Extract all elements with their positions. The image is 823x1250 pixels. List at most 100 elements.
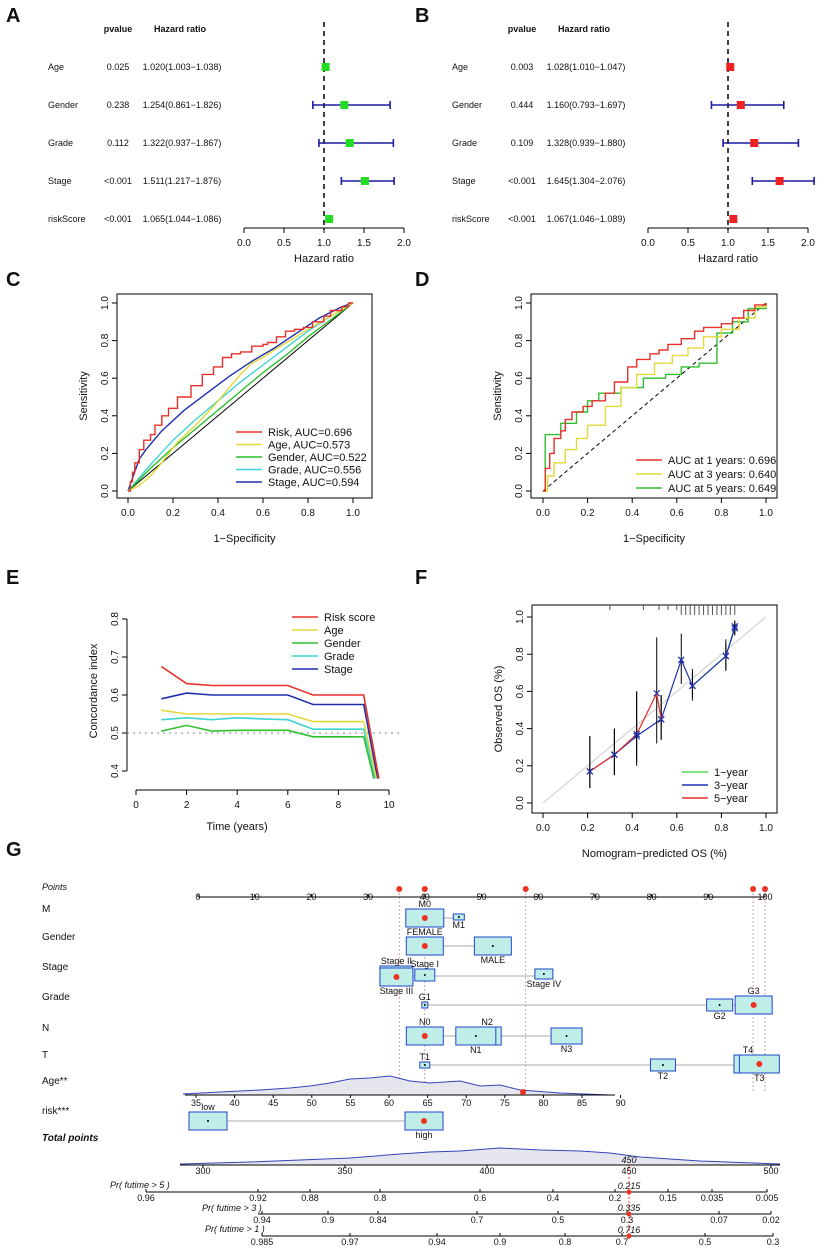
panel-letter-b: B bbox=[415, 5, 429, 27]
nomo-g-age-tick-label: 60 bbox=[384, 1098, 394, 1108]
forest-a-hr-marker bbox=[360, 177, 369, 185]
forest-a-row-label: Gender bbox=[48, 100, 78, 110]
nomo-g-total-tick-label: 350 bbox=[337, 1166, 352, 1176]
nomo-g-total-label: Total points bbox=[42, 1133, 99, 1144]
roc-d-x-tick-label: 0.4 bbox=[625, 508, 639, 519]
nomo-g-risk-label: risk*** bbox=[42, 1106, 69, 1117]
roc-c-series-line bbox=[127, 302, 354, 492]
forest-b-row-pvalue: <0.001 bbox=[508, 214, 536, 224]
nomo-g-level-label: G3 bbox=[748, 986, 760, 996]
calib-f-point-marker bbox=[633, 730, 641, 738]
nomo-g-level-dot bbox=[756, 1061, 763, 1067]
forest-b-row-label: Stage bbox=[452, 176, 476, 186]
nomo-g-var-label: Stage bbox=[42, 962, 69, 973]
calib-f-y-tick-label: 0.4 bbox=[515, 721, 526, 735]
nomo-g-prob-tick-label: 0.5 bbox=[552, 1215, 565, 1225]
forest-a-row-pvalue: 0.112 bbox=[107, 138, 129, 148]
roc-c-x-tick-label: 0.2 bbox=[166, 508, 180, 519]
nomo-g-level-dot bbox=[474, 1035, 477, 1037]
cindex-e-series-line bbox=[160, 665, 380, 779]
nomo-g-total-tick-label: 500 bbox=[763, 1166, 778, 1176]
nomo-g-age-tick-label: 50 bbox=[307, 1098, 317, 1108]
forest-a-row-pvalue: <0.001 bbox=[104, 176, 132, 186]
roc-c-x-tick-label: 0.6 bbox=[256, 508, 270, 519]
cindex-e-y-tick-label: 0.6 bbox=[110, 688, 121, 702]
nomo-g-level-label: Stage IV bbox=[527, 979, 562, 989]
forest-a-header-pvalue: pvalue bbox=[104, 24, 133, 34]
cindex-e-series-line bbox=[161, 716, 376, 779]
forest-b-hr-marker bbox=[726, 63, 735, 71]
nomo-g-var-label: Grade bbox=[42, 992, 70, 1003]
nomo-g-level-label: Stage III bbox=[380, 986, 414, 996]
calib-f-point-marker bbox=[722, 652, 730, 660]
roc-c-y-tick-label: 0.2 bbox=[100, 446, 111, 460]
nomo-g-level-label: Stage II bbox=[381, 956, 412, 966]
forest-a-row-pvalue: 0.025 bbox=[107, 62, 130, 72]
nomo-g-selected-point bbox=[750, 886, 757, 892]
nomo-g-level-dot bbox=[423, 974, 426, 976]
roc-c-legend-label: Age, AUC=0.573 bbox=[268, 440, 350, 452]
cindex-e-x-tick-label: 6 bbox=[285, 800, 291, 811]
nomo-g-level-label: N2 bbox=[481, 1017, 493, 1027]
calib-f-plot-frame bbox=[531, 604, 778, 814]
cindex-e-legend-label: Risk score bbox=[324, 612, 375, 624]
forest-b-hr-marker bbox=[729, 215, 738, 223]
calib-f-series-line bbox=[589, 628, 736, 772]
roc-c-y-tick-label: 0.0 bbox=[100, 484, 111, 498]
nomo-g-age-tick-label: 45 bbox=[268, 1098, 278, 1108]
nomo-g-level-label: M1 bbox=[453, 920, 466, 930]
roc-d-y-tick-label: 0.8 bbox=[514, 333, 525, 347]
forest-a-hr-marker bbox=[340, 101, 349, 109]
nomo-g-level-label: T3 bbox=[754, 1073, 765, 1083]
nomo-g-prob-label: Pr( futime > 1 ) bbox=[205, 1224, 265, 1234]
roc-d-y-tick-label: 1.0 bbox=[514, 296, 525, 310]
nomo-g-points-label: Points bbox=[42, 882, 68, 892]
cindex-e-legend-label: Grade bbox=[324, 651, 355, 663]
forest-b-row-hr: 1.067(1.046−1.089) bbox=[547, 214, 626, 224]
cindex-e-x-tick-label: 8 bbox=[336, 800, 342, 811]
cindex-e-y-tick-label: 0.5 bbox=[110, 726, 121, 740]
forest-b-row-pvalue: 0.109 bbox=[511, 138, 534, 148]
forest-a-x-label: Hazard ratio bbox=[294, 253, 354, 265]
roc-c-diagonal bbox=[127, 302, 354, 492]
roc-d-legend-label: AUC at 1 years: 0.696 bbox=[668, 455, 776, 467]
nomo-g-age-tick-label: 90 bbox=[616, 1098, 626, 1108]
nomo-g-level-dot bbox=[565, 1035, 568, 1037]
cindex-e-series-line bbox=[161, 709, 378, 779]
calib-f-y-tick-label: 0.6 bbox=[515, 684, 526, 698]
cindex-e-x-tick-label: 2 bbox=[184, 800, 190, 811]
nomo-g-points-tick-label: 90 bbox=[703, 892, 713, 902]
nomo-g-prob-marker bbox=[626, 1211, 632, 1217]
cindex-e-y-label: Concordance index bbox=[88, 643, 100, 738]
panel-letter-e: E bbox=[6, 567, 19, 589]
nomo-g-points-tick-label: 50 bbox=[476, 892, 486, 902]
nomo-g-level-label: N0 bbox=[419, 1017, 431, 1027]
nomo-g-prob-tick-label: 0.15 bbox=[659, 1193, 677, 1203]
calib-f-legend-label: 1−year bbox=[714, 767, 748, 779]
nomo-g-points-tick-label: 40 bbox=[420, 892, 430, 902]
nomo-g-level-label: Stage I bbox=[411, 959, 440, 969]
calib-f-point-marker bbox=[653, 689, 661, 697]
nomo-g-level-label: T2 bbox=[658, 1071, 669, 1081]
nomo-g-prob-tick-label: 0.7 bbox=[616, 1237, 629, 1247]
nomo-g-prob-tick-label: 0.8 bbox=[374, 1193, 387, 1203]
forest-b-x-label: Hazard ratio bbox=[698, 253, 758, 265]
forest-b-x-tick-label: 0.5 bbox=[681, 238, 695, 249]
forest-b-row-hr: 1.645(1.304−2.076) bbox=[547, 176, 626, 186]
forest-a-hr-marker bbox=[325, 215, 334, 223]
nomo-g-points-tick-label: 80 bbox=[647, 892, 657, 902]
roc-d-legend-label: AUC at 5 years: 0.649 bbox=[668, 483, 776, 495]
roc-d-y-tick-label: 0.6 bbox=[514, 371, 525, 385]
nomo-g-age-tick-label: 35 bbox=[191, 1098, 201, 1108]
nomo-g-points-tick-label: 100 bbox=[757, 892, 772, 902]
nomo-g-level-label: N3 bbox=[561, 1044, 573, 1054]
nomo-g-prob-tick-label: 0.94 bbox=[428, 1237, 446, 1247]
calib-f-point-marker bbox=[586, 767, 594, 775]
nomo-g-prob-marker bbox=[626, 1233, 632, 1239]
nomo-g-selected-point bbox=[396, 886, 403, 892]
nomo-g-prob-tick-label: 0.9 bbox=[494, 1237, 507, 1247]
nomo-g-var-label: Gender bbox=[42, 932, 76, 943]
calib-f-x-tick-label: 1.0 bbox=[759, 823, 773, 834]
forest-a-x-tick-label: 0.0 bbox=[237, 238, 251, 249]
roc-d-y-tick-label: 0.0 bbox=[514, 484, 525, 498]
